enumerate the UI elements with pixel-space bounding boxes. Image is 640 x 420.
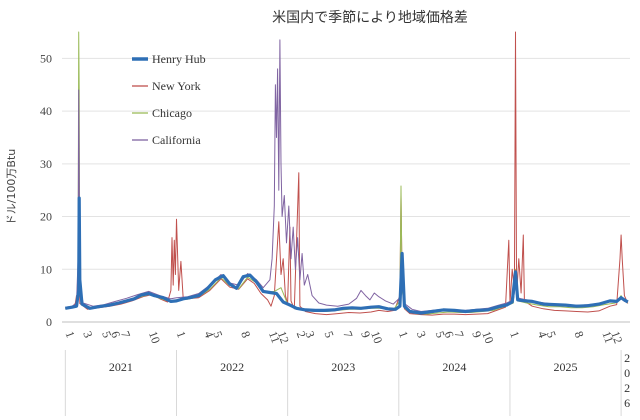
x-tick-label: 5 — [544, 329, 559, 339]
series-line-chicago — [65, 31, 629, 315]
y-tick-label: 0 — [46, 315, 52, 329]
y-axis: 0 10 20 30 40 50 — [40, 51, 52, 329]
x-tick-label: 1 — [63, 329, 78, 339]
x-tick-label: 10 — [146, 329, 163, 345]
x-tick-label: 6 — [442, 329, 457, 339]
x-tick-label: 1 — [396, 329, 411, 339]
y-axis-label-group: ドル/100万Btu — [5, 149, 18, 226]
grid-layer — [62, 57, 630, 323]
year-label: 2 — [624, 351, 630, 365]
y-tick-label: 30 — [40, 157, 52, 171]
year-label: 2023 — [331, 360, 355, 374]
legend-label: Henry Hub — [152, 52, 206, 66]
x-tick-label: 5 — [322, 329, 337, 339]
x-tick-label: 1 — [174, 329, 189, 339]
x-tick-label: 9 — [469, 329, 484, 339]
x-tick-label: 11 — [266, 329, 283, 345]
legend-label: Chicago — [152, 106, 192, 120]
x-tick-label: 5 — [99, 329, 114, 339]
x-tick-label: 8 — [572, 329, 587, 339]
x-tick-label: 6 — [108, 329, 123, 339]
x-tick-label: 8 — [238, 329, 253, 339]
x-tick-label: 11 — [599, 329, 616, 345]
x-tick-label: 3 — [80, 329, 95, 339]
x-tick-label: 7 — [340, 329, 355, 339]
x-tick-label: 10 — [368, 329, 385, 345]
year-label: 0 — [624, 366, 630, 380]
year-label: 2021 — [109, 360, 133, 374]
series-line-california — [65, 39, 628, 312]
year-label: 2025 — [554, 360, 578, 374]
x-tick-label: 12 — [608, 329, 625, 345]
x-tick-label: 9 — [358, 329, 373, 339]
x-tick-label: 5 — [433, 329, 448, 339]
legend-label: New York — [152, 79, 201, 93]
x-tick-label: 2 — [294, 329, 309, 339]
x-tick-label: 3 — [414, 329, 429, 339]
year-label: 2 — [624, 381, 630, 395]
y-axis-label: ドル/100万Btu — [5, 149, 18, 226]
x-tick-label: 10 — [479, 329, 496, 345]
x-tick-label: 12 — [275, 329, 292, 345]
y-tick-label: 40 — [40, 104, 52, 118]
series-layer — [65, 31, 629, 316]
y-tick-label: 50 — [40, 51, 52, 65]
y-tick-label: 20 — [40, 210, 52, 224]
series-line-new-york — [65, 31, 629, 316]
year-label: 6 — [624, 396, 630, 410]
year-label: 2022 — [220, 360, 244, 374]
chart-title: 米国内で季節により地域価格差 — [272, 9, 468, 26]
x-tick-label: 3 — [303, 329, 318, 339]
year-label: 2024 — [442, 360, 466, 374]
x-tick-label: 7 — [452, 329, 467, 339]
x-tick-label: 7 — [118, 329, 133, 339]
x-tick-label: 4 — [535, 329, 550, 339]
x-tick-label: 5 — [210, 329, 225, 339]
legend-label: California — [152, 133, 201, 147]
legend: Henry Hub New York Chicago California — [132, 52, 206, 147]
x-tick-label: 1 — [507, 329, 522, 339]
x-tick-label: 4 — [201, 329, 216, 339]
y-tick-label: 10 — [40, 262, 52, 276]
series-line-henry-hub — [65, 196, 629, 315]
